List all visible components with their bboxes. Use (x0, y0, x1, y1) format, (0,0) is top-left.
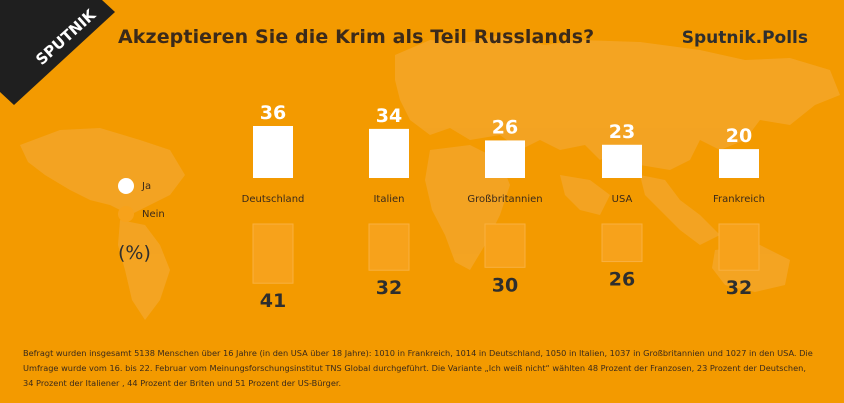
category-label-2: Großbritannien (467, 194, 542, 205)
category-label-3: USA (612, 194, 633, 205)
category-label-0: Deutschland (242, 194, 305, 205)
legend-item-no: Nein (118, 206, 165, 222)
bar-yes-2 (485, 140, 525, 178)
bar-no-2 (484, 223, 526, 268)
value-label-yes-1: 34 (376, 105, 402, 127)
bar-yes-4 (719, 149, 759, 178)
chart-title: Akzeptieren Sie die Krim als Teil Russla… (118, 26, 595, 48)
legend-label-no: Nein (142, 208, 165, 220)
legend-swatch-yes (118, 178, 134, 194)
value-label-no-3: 26 (609, 269, 635, 291)
bar-no-4 (718, 223, 760, 271)
value-label-no-1: 32 (376, 277, 402, 299)
brand-label: Sputnik.Polls (681, 28, 808, 48)
value-label-no-4: 32 (726, 277, 752, 299)
bar-no-3 (601, 223, 643, 263)
bar-yes-1 (369, 128, 409, 178)
footnote: Befragt wurden insgesamt 5138 Menschen ü… (23, 348, 813, 388)
legend-item-yes: Ja (118, 178, 151, 194)
value-label-yes-2: 26 (492, 116, 518, 138)
legend-label-yes: Ja (142, 180, 152, 192)
category-label-4: Frankreich (713, 194, 765, 205)
legend-swatch-no (118, 206, 134, 222)
bar-yes-3 (602, 144, 642, 178)
bar-no-1 (368, 223, 410, 271)
sputnik-logo: SPUTNIK (0, 0, 115, 105)
unit-label: (%) (118, 242, 151, 264)
value-label-no-2: 30 (492, 274, 518, 296)
category-label-1: Italien (373, 194, 404, 205)
value-label-yes-3: 23 (609, 121, 635, 143)
bar-yes-0 (253, 126, 293, 178)
value-label-no-0: 41 (260, 290, 286, 312)
bar-no-0 (252, 223, 294, 284)
value-label-yes-4: 20 (726, 125, 752, 147)
value-label-yes-0: 36 (260, 102, 286, 124)
